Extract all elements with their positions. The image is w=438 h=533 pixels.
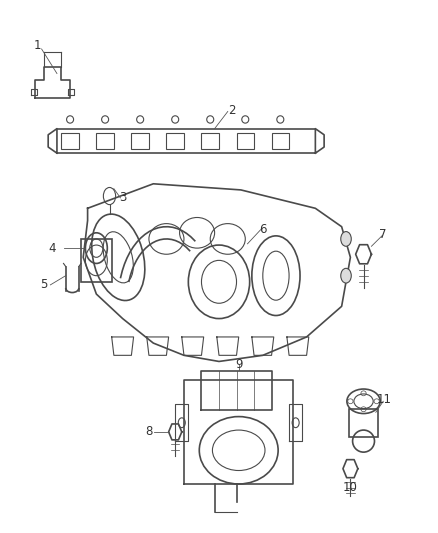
Bar xyxy=(201,133,219,149)
Text: 5: 5 xyxy=(40,278,47,292)
Bar xyxy=(350,409,378,437)
Text: 2: 2 xyxy=(228,104,236,117)
Bar xyxy=(96,133,114,149)
Text: 6: 6 xyxy=(259,223,267,236)
Text: 7: 7 xyxy=(379,228,387,240)
Text: 1: 1 xyxy=(33,39,41,52)
Text: 9: 9 xyxy=(235,358,243,371)
Text: 11: 11 xyxy=(377,393,392,406)
Ellipse shape xyxy=(341,231,351,246)
Bar xyxy=(131,133,149,149)
Text: 4: 4 xyxy=(49,241,57,255)
Text: 10: 10 xyxy=(343,481,358,494)
Ellipse shape xyxy=(341,268,351,283)
Bar xyxy=(166,133,184,149)
Text: 8: 8 xyxy=(145,425,152,439)
Bar xyxy=(81,239,112,282)
Text: 3: 3 xyxy=(119,191,126,204)
Bar xyxy=(61,133,79,149)
Bar xyxy=(237,133,254,149)
Bar xyxy=(272,133,289,149)
